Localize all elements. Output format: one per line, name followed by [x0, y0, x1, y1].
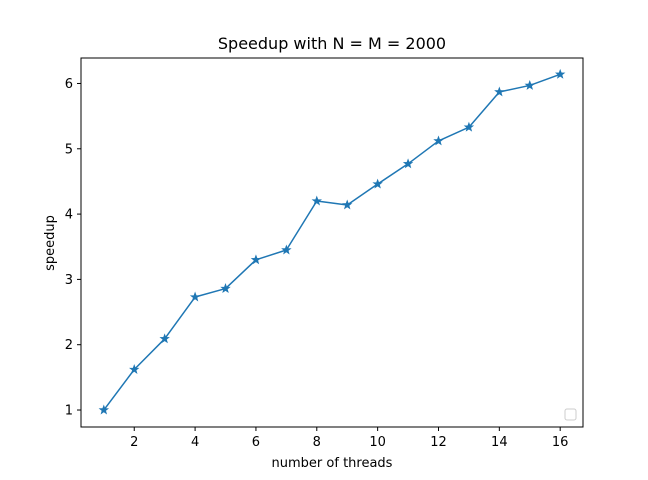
y-tick-label: 5	[65, 142, 73, 157]
y-tick-label: 6	[65, 77, 73, 92]
data-point-marker	[220, 283, 231, 293]
x-tick-label: 10	[369, 435, 386, 450]
data-point-marker	[281, 244, 292, 255]
legend-box	[564, 408, 577, 421]
x-tick-label: 16	[552, 435, 569, 450]
x-tick-label: 4	[191, 435, 199, 450]
data-point-marker	[433, 135, 444, 146]
x-axis-label: number of threads	[272, 456, 393, 471]
series-line	[103, 73, 561, 411]
y-tick-label: 3	[65, 273, 73, 288]
axes-frame	[80, 57, 584, 428]
data-point-marker	[311, 195, 322, 206]
x-tick-label: 8	[313, 435, 321, 450]
y-tick-label: 1	[65, 404, 73, 419]
data-point-marker	[129, 364, 140, 374]
y-tick-label: 2	[65, 338, 73, 353]
y-axis-label: speedup	[43, 215, 58, 271]
data-point-marker	[402, 158, 414, 169]
data-point-marker	[494, 86, 505, 97]
x-tick-label: 14	[491, 435, 508, 450]
x-tick-label: 2	[130, 435, 138, 450]
data-point-marker	[159, 333, 170, 344]
data-point-marker	[372, 178, 383, 189]
x-tick-label: 6	[252, 435, 260, 450]
data-point-marker	[554, 68, 566, 79]
x-tick-label: 12	[430, 435, 447, 450]
data-point-marker	[342, 199, 353, 210]
chart-title: Speedup with N = M = 2000	[218, 34, 446, 53]
data-point-marker	[463, 121, 475, 132]
y-tick-label: 4	[65, 208, 73, 223]
data-point-marker	[250, 254, 262, 265]
data-point-marker	[189, 291, 201, 302]
data-point-marker	[98, 404, 110, 415]
data-point-marker	[524, 79, 535, 90]
